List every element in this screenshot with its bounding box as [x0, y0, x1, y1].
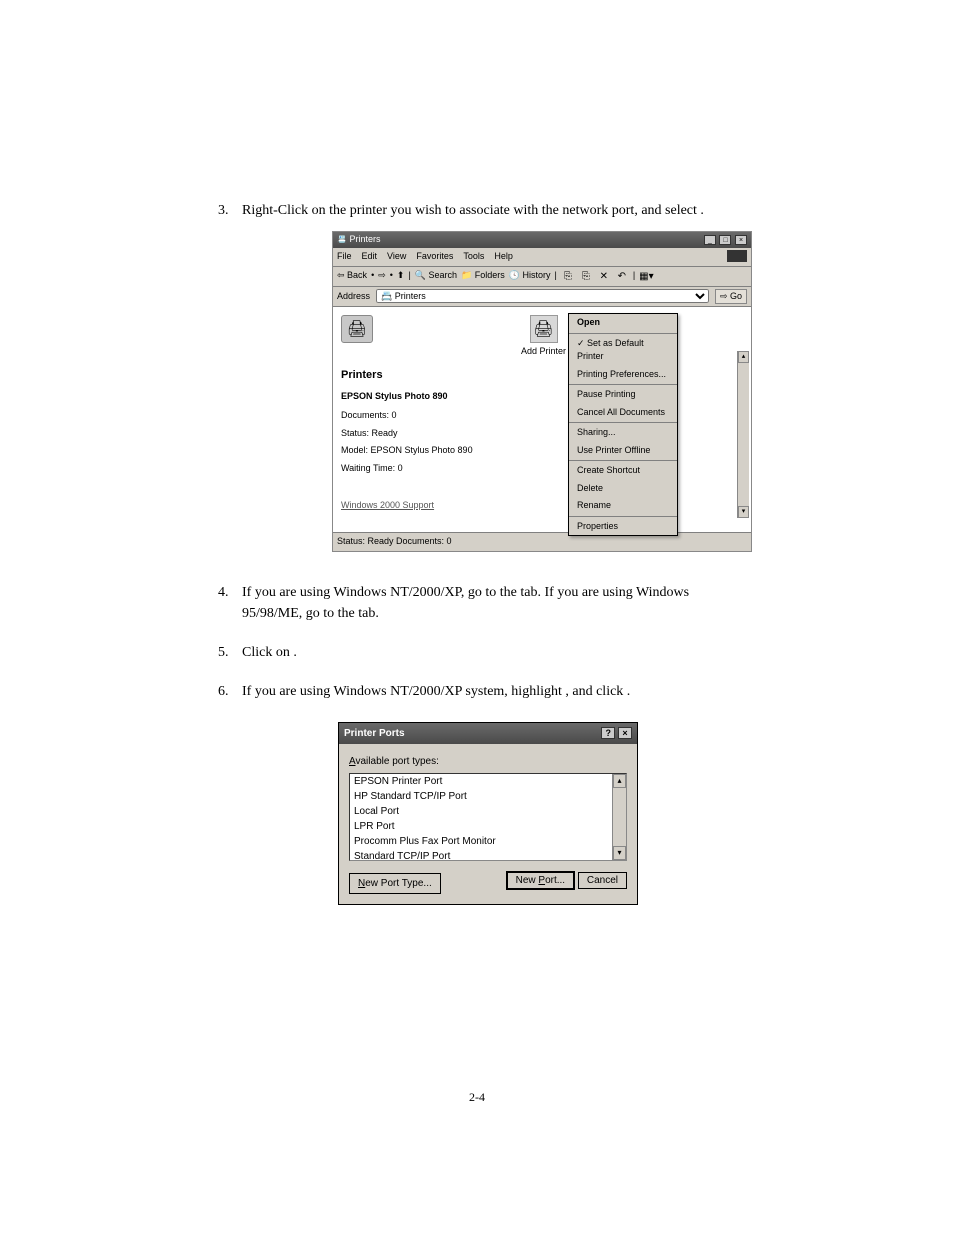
- dialog-titlebar-buttons: ? ×: [601, 726, 632, 741]
- toolbar: ⇦ Back • ⇨ • ⬆ | 🔍 Search 📁 Folders 🕓 Hi…: [333, 267, 751, 287]
- panel-heading: Printers: [341, 367, 481, 384]
- port-type-item[interactable]: LPR Port: [350, 819, 626, 834]
- dialog-titlebar: Printer Ports ? ×: [339, 723, 637, 744]
- available-ports-label: Available port types:: [349, 754, 627, 769]
- step-6-end: .: [627, 684, 631, 699]
- model-text: Model: EPSON Stylus Photo 890: [341, 444, 481, 458]
- moveto-icon[interactable]: ⎘: [561, 269, 575, 284]
- port-type-item[interactable]: HP Standard TCP/IP Port: [350, 789, 626, 804]
- close-icon[interactable]: ×: [735, 235, 747, 245]
- content-area: 🖨 Printers EPSON Stylus Photo 890 Docume…: [333, 307, 751, 532]
- support-link[interactable]: Windows 2000 Support: [341, 499, 434, 513]
- step-3-suffix: .: [700, 203, 704, 218]
- documents-count: Documents: 0: [341, 409, 481, 423]
- search-button[interactable]: 🔍 Search: [415, 269, 457, 283]
- dialog-title: Printer Ports: [344, 726, 405, 741]
- ctx-pause-printing[interactable]: Pause Printing: [569, 386, 677, 404]
- menu-favorites[interactable]: Favorites: [416, 250, 453, 264]
- page-number: 2-4: [0, 1090, 954, 1105]
- add-printer-icon: 🖨: [530, 315, 558, 343]
- selected-printer-name: EPSON Stylus Photo 890: [341, 390, 481, 404]
- step-6: If you are using Windows NT/2000/XP syst…: [218, 681, 734, 905]
- window-titlebar: 📇 Printers _ □ ×: [333, 232, 751, 248]
- maximize-icon[interactable]: □: [719, 235, 731, 245]
- step-4-end: tab.: [358, 606, 379, 621]
- step-4: If you are using Windows NT/2000/XP, go …: [218, 582, 734, 624]
- up-button[interactable]: ⬆: [397, 269, 405, 283]
- help-icon[interactable]: ?: [601, 727, 615, 739]
- add-printer-item[interactable]: 🖨 Add Printer: [521, 315, 566, 524]
- step-5-text: Click on: [242, 645, 293, 660]
- dialog-close-icon[interactable]: ×: [618, 727, 632, 739]
- ctx-delete[interactable]: Delete: [569, 480, 677, 498]
- ctx-printing-prefs[interactable]: Printing Preferences...: [569, 366, 677, 384]
- ctx-properties[interactable]: Properties: [569, 518, 677, 536]
- step-6-text-1: If you are using Windows NT/2000/XP syst…: [242, 684, 565, 699]
- status-text: Status: Ready: [341, 427, 481, 441]
- ctx-create-shortcut[interactable]: Create Shortcut: [569, 462, 677, 480]
- cancel-button[interactable]: Cancel: [578, 872, 627, 889]
- delete-icon[interactable]: ✕: [597, 269, 611, 284]
- scroll-down-icon[interactable]: ▾: [613, 846, 626, 860]
- menu-edit[interactable]: Edit: [362, 250, 378, 264]
- minimize-icon[interactable]: _: [704, 235, 716, 245]
- port-type-item[interactable]: Local Port: [350, 804, 626, 819]
- folders-button[interactable]: 📁 Folders: [461, 269, 505, 283]
- port-type-item[interactable]: Standard TCP/IP Port: [350, 849, 626, 861]
- address-bar: Address 📇 Printers ⇨ Go: [333, 287, 751, 308]
- step-5: Click on .: [218, 642, 734, 663]
- ctx-set-default[interactable]: Set as Default Printer: [569, 335, 677, 366]
- new-port-type-button[interactable]: New Port Type...: [349, 873, 441, 894]
- window-control-buttons: _ □ ×: [703, 233, 747, 247]
- views-icon[interactable]: ▦▾: [639, 269, 653, 284]
- menu-file[interactable]: File: [337, 250, 352, 264]
- step-5-end: .: [293, 645, 297, 660]
- waiting-time: Waiting Time: 0: [341, 462, 481, 476]
- windows-flag-icon: [727, 250, 747, 262]
- port-type-item[interactable]: EPSON Printer Port: [350, 774, 626, 789]
- scroll-up-icon[interactable]: ▴: [613, 774, 626, 788]
- history-button[interactable]: 🕓 History: [509, 269, 551, 283]
- menu-tools[interactable]: Tools: [463, 250, 484, 264]
- port-types-listbox[interactable]: EPSON Printer Port HP Standard TCP/IP Po…: [349, 773, 627, 861]
- undo-icon[interactable]: ↶: [615, 269, 629, 284]
- copyto-icon[interactable]: ⎘: [579, 269, 593, 284]
- step-3: Right-Click on the printer you wish to a…: [218, 200, 734, 552]
- context-menu: Open Set as Default Printer Printing Pre…: [568, 313, 678, 536]
- new-port-button[interactable]: New Port...: [506, 871, 575, 890]
- left-info-panel: 🖨 Printers EPSON Stylus Photo 890 Docume…: [341, 315, 481, 524]
- ctx-rename[interactable]: Rename: [569, 497, 677, 515]
- listbox-scrollbar[interactable]: ▴ ▾: [612, 774, 626, 860]
- address-label: Address: [337, 290, 370, 304]
- port-type-item[interactable]: Procomm Plus Fax Port Monitor: [350, 834, 626, 849]
- printer-ports-dialog: Printer Ports ? × Available port types: …: [338, 722, 638, 905]
- step-4-text-1: If you are using Windows NT/2000/XP, go …: [242, 585, 520, 600]
- window-title: 📇 Printers: [337, 233, 381, 247]
- back-button[interactable]: ⇦ Back: [337, 269, 367, 283]
- address-input[interactable]: 📇 Printers: [376, 289, 709, 303]
- forward-button[interactable]: ⇨: [378, 269, 386, 283]
- ctx-use-offline[interactable]: Use Printer Offline: [569, 442, 677, 460]
- scroll-up-icon[interactable]: ▴: [738, 351, 749, 363]
- printers-folder-icon: 🖨: [341, 315, 373, 343]
- ctx-cancel-all[interactable]: Cancel All Documents: [569, 404, 677, 422]
- menu-bar: File Edit View Favorites Tools Help: [333, 248, 751, 267]
- menu-help[interactable]: Help: [494, 250, 513, 264]
- status-bar: Status: Ready Documents: 0: [333, 532, 751, 551]
- step-6-mid: , and click: [565, 684, 626, 699]
- ctx-sharing[interactable]: Sharing...: [569, 424, 677, 442]
- vertical-scrollbar[interactable]: ▴ ▾: [737, 351, 749, 518]
- printers-window-screenshot: 📇 Printers _ □ × File Edit View Favorite…: [332, 231, 752, 552]
- scroll-down-icon[interactable]: ▾: [738, 506, 749, 518]
- ctx-open[interactable]: Open: [569, 314, 677, 332]
- go-button[interactable]: ⇨ Go: [715, 289, 747, 305]
- menu-view[interactable]: View: [387, 250, 406, 264]
- step-3-text: Right-Click on the printer you wish to a…: [242, 203, 697, 218]
